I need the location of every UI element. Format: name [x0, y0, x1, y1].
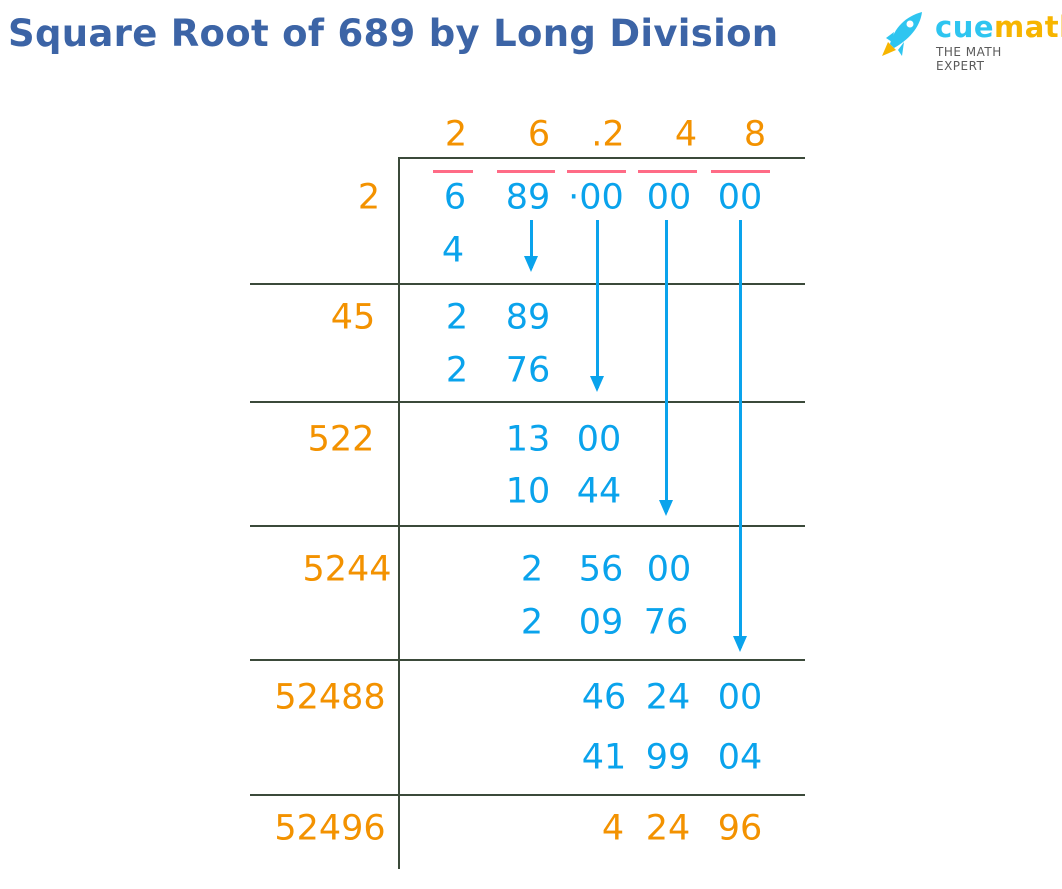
pair-bar: [497, 170, 555, 173]
pair-bar: [711, 170, 770, 173]
divisor: 45: [330, 297, 376, 338]
remainder: 00: [576, 419, 622, 460]
dividend-pair: ·00: [568, 177, 624, 218]
remainder: 56: [578, 549, 624, 590]
subtrahend: 09: [578, 602, 624, 643]
pair-bar: [567, 170, 626, 173]
logo-word-cue: cue: [935, 10, 995, 44]
final-remainder: 96: [717, 808, 763, 849]
step-divider: [250, 659, 805, 661]
remainder: 00: [717, 677, 763, 718]
dividend-pair: 89: [505, 177, 551, 218]
subtrahend: 2: [520, 602, 544, 643]
bring-down-arrow: [590, 220, 604, 392]
bring-down-arrow: [524, 220, 538, 272]
divisor: 5244: [302, 549, 392, 590]
divisor: 522: [307, 419, 375, 460]
step-divider: [250, 794, 805, 796]
bring-down-arrow: [733, 220, 747, 652]
dividend-pair: 6: [443, 177, 467, 218]
cuemath-logo: cuemath THE MATH EXPERT: [872, 8, 1062, 73]
subtrahend: 2: [445, 350, 469, 391]
logo-tagline: THE MATH EXPERT: [936, 45, 1002, 73]
bring-down-arrow: [659, 220, 673, 516]
subtrahend: 41: [581, 737, 627, 778]
quotient-digit: .2: [591, 114, 625, 155]
quotient-digit: 4: [674, 114, 698, 155]
step-divider: [250, 283, 805, 285]
step-divider: [250, 401, 805, 403]
subtrahend: 76: [643, 602, 689, 643]
dividend-pair: 00: [646, 177, 692, 218]
quotient-digit: 8: [743, 114, 767, 155]
remainder: 46: [581, 677, 627, 718]
division-vertical-line: [398, 157, 400, 869]
divisor: 2: [357, 177, 381, 218]
page-title: Square Root of 689 by Long Division: [8, 12, 779, 55]
subtrahend: 4: [441, 230, 465, 271]
final-remainder: 24: [645, 808, 691, 849]
remainder: 2: [520, 549, 544, 590]
logo-word-math: math: [994, 10, 1062, 44]
subtrahend: 44: [576, 471, 622, 512]
divisor: 52488: [274, 677, 386, 718]
subtrahend: 99: [645, 737, 691, 778]
quotient-digit: 6: [527, 114, 551, 155]
subtrahend: 04: [717, 737, 763, 778]
logo-wordmark: cuemath: [935, 10, 1062, 44]
step-divider: [250, 525, 805, 527]
subtrahend: 76: [505, 350, 551, 391]
dividend-pair: 00: [717, 177, 763, 218]
remainder: 13: [505, 419, 551, 460]
pair-bar: [638, 170, 697, 173]
rocket-icon: [882, 12, 922, 56]
remainder: 89: [505, 297, 551, 338]
remainder: 24: [645, 677, 691, 718]
remainder: 2: [445, 297, 469, 338]
remainder: 00: [646, 549, 692, 590]
quotient-digit: 2: [444, 114, 468, 155]
quotient-line: [399, 157, 805, 159]
pair-bar: [433, 170, 473, 173]
subtrahend: 10: [505, 471, 551, 512]
final-remainder: 4: [601, 808, 625, 849]
divisor: 52496: [274, 808, 386, 849]
